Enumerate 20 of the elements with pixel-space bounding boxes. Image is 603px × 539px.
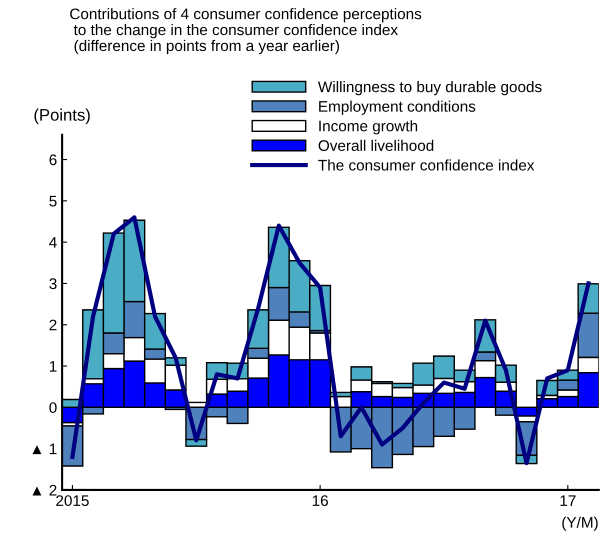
x-tick-label: 16 — [312, 495, 328, 506]
y-tick-label: 0 — [49, 402, 57, 414]
chart-title: Contributions of 4 consumer confidence perceptions to the change in the consumer confidence index (difference in points from a year earlier) — [70, 8, 422, 54]
y-tick-label: 3 — [49, 278, 57, 290]
y-tick-label: 5 — [49, 196, 57, 207]
x-tick-label: 17 — [560, 495, 576, 506]
y-tick-label: 1 — [50, 361, 57, 372]
legend-label: Employment conditions — [319, 100, 476, 115]
y-tick-label: 2 — [50, 320, 56, 330]
legend-label: Income growth — [319, 120, 418, 134]
x-tick-label: 2015 — [56, 495, 89, 506]
y-tick-label: 4 — [49, 237, 57, 248]
y-axis-title: (Points) — [34, 108, 90, 124]
legend-label: Willingness to buy durable goods — [318, 81, 542, 96]
legend-label: Overall livelihood — [318, 140, 434, 151]
y-tick-label: 6 — [50, 154, 57, 166]
y-tick-label: ▲ 2 — [32, 484, 56, 496]
legend-label: The consumer confidence index — [318, 159, 534, 171]
y-tick-label: ▲ 1 — [32, 444, 57, 454]
x-axis-title: (Y/M) — [562, 516, 598, 531]
